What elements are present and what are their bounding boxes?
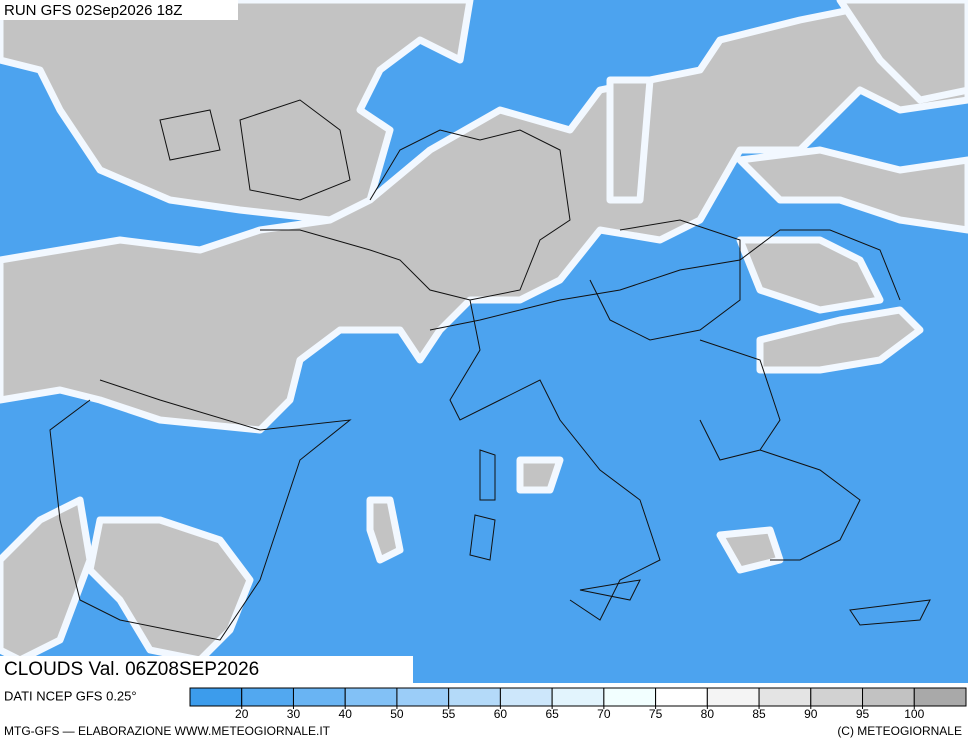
footer-right: (C) METEOGIORNALE (837, 724, 962, 738)
tick-label: 85 (752, 707, 766, 721)
color-cell (189, 687, 243, 707)
map-title: CLOUDS Val. 06Z08SEP2026 (4, 659, 259, 680)
tick-label: 65 (545, 707, 559, 721)
tick-label: 50 (390, 707, 404, 721)
color-cell (241, 687, 294, 707)
tick-label: 75 (649, 707, 663, 721)
tick-label: 70 (597, 707, 611, 721)
tick-label: 90 (804, 707, 818, 721)
tick-label: 20 (235, 707, 249, 721)
color-cell (913, 687, 967, 707)
color-cell (551, 687, 605, 707)
title-box (0, 656, 413, 683)
tick-label: 95 (856, 707, 870, 721)
color-bar: 20 30 40 50 55 60 65 70 75 80 85 90 95 100 (189, 687, 967, 721)
tick-label: 40 (339, 707, 353, 721)
color-cell (862, 687, 915, 707)
run-label: RUN GFS 02Sep2026 18Z (4, 2, 182, 19)
color-cell (810, 687, 864, 707)
tick-label: 60 (494, 707, 508, 721)
tick-label: 30 (287, 707, 301, 721)
color-cell (655, 687, 708, 707)
color-cell (706, 687, 760, 707)
color-cell (396, 687, 450, 707)
tick-label: 80 (701, 707, 715, 721)
cloud-field (0, 0, 968, 664)
tick-label: 55 (442, 707, 456, 721)
color-cell (292, 687, 346, 707)
borders (49, 99, 931, 641)
color-cell (448, 687, 501, 707)
run-box (0, 0, 238, 20)
source-label: DATI NCEP GFS 0.25° (4, 688, 137, 703)
color-cell (344, 687, 398, 707)
color-cell (499, 687, 553, 707)
tick-label: 100 (904, 707, 924, 721)
color-cell (603, 687, 657, 707)
footer-left: MTG-GFS — ELABORAZIONE WWW.METEOGIORNALE… (4, 724, 331, 738)
color-cell (758, 687, 812, 707)
